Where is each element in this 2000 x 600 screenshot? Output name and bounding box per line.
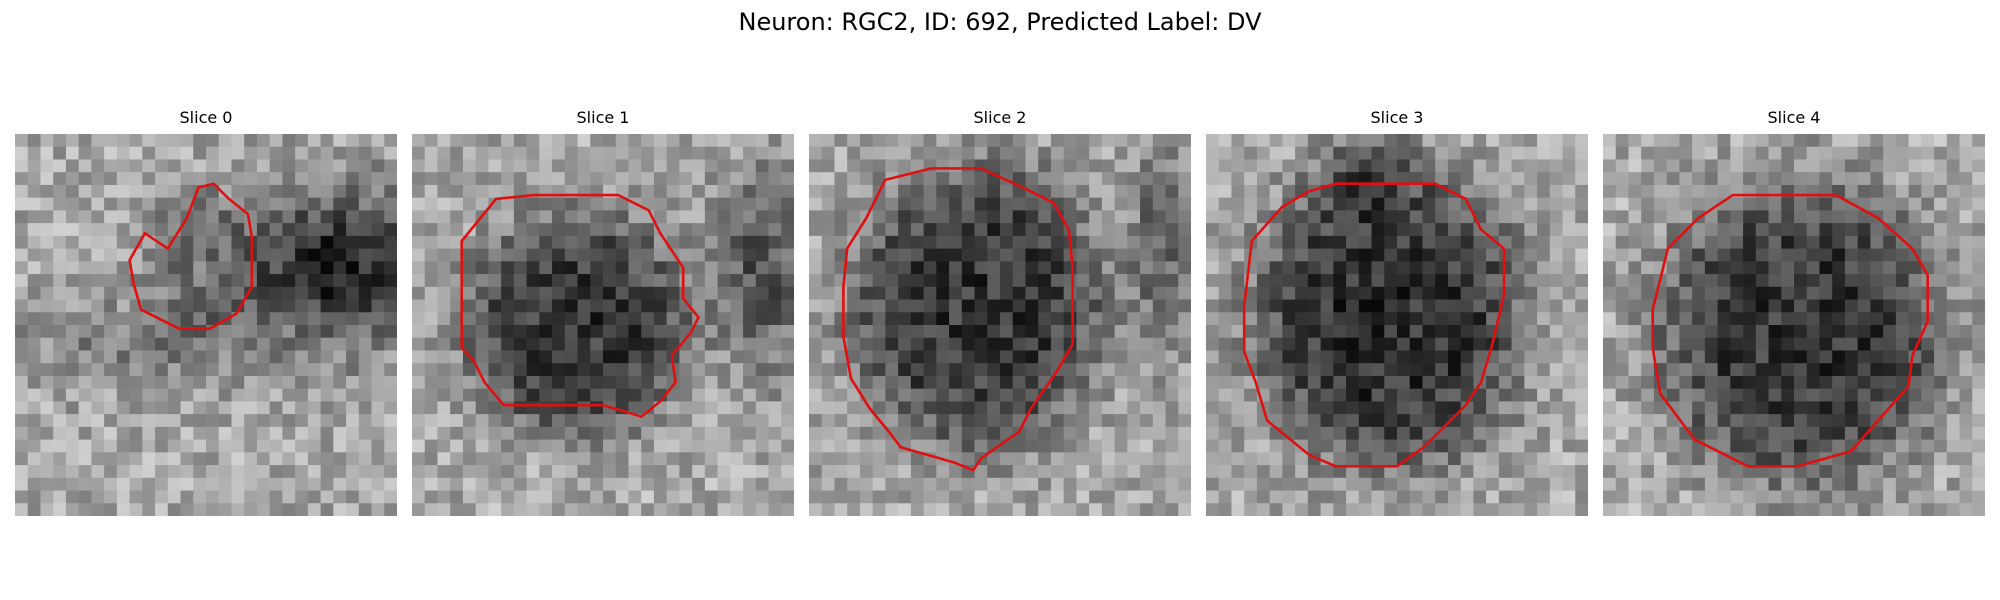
neuron-contour: [1242, 182, 1506, 468]
slice-svg: [809, 134, 1191, 516]
slice-image: [1206, 134, 1588, 516]
slice-title: Slice 0: [179, 108, 233, 127]
neuron-contour: [842, 167, 1074, 472]
slice-svg: [15, 134, 397, 516]
pixel-grid: [412, 134, 794, 516]
slice-image: [1603, 134, 1985, 516]
slice-title: Slice 3: [1370, 108, 1424, 127]
neuron-contour: [460, 193, 700, 419]
slice-title: Slice 1: [576, 108, 630, 127]
pixel-grid: [809, 134, 1191, 516]
slice-svg: [1603, 134, 1985, 516]
figure-title: Neuron: RGC2, ID: 692, Predicted Label: …: [738, 8, 1262, 36]
pixel-grid: [15, 134, 397, 516]
slice-panel-2: Slice 2: [809, 108, 1191, 516]
slice-title: Slice 4: [1767, 108, 1821, 127]
slice-svg: [412, 134, 794, 516]
slice-panel-0: Slice 0: [15, 108, 397, 516]
slice-svg: [1206, 134, 1588, 516]
pixel-grid: [1206, 134, 1588, 516]
slice-title: Slice 2: [973, 108, 1027, 127]
pixel-grid: [1603, 134, 1985, 516]
slice-image: [15, 134, 397, 516]
slice-image: [809, 134, 1191, 516]
neuron-contour: [1651, 193, 1930, 468]
neuron-contour: [128, 182, 254, 331]
slice-image: [412, 134, 794, 516]
slice-panel-4: Slice 4: [1603, 108, 1985, 516]
slice-panel-1: Slice 1: [412, 108, 794, 516]
slice-panel-3: Slice 3: [1206, 108, 1588, 516]
